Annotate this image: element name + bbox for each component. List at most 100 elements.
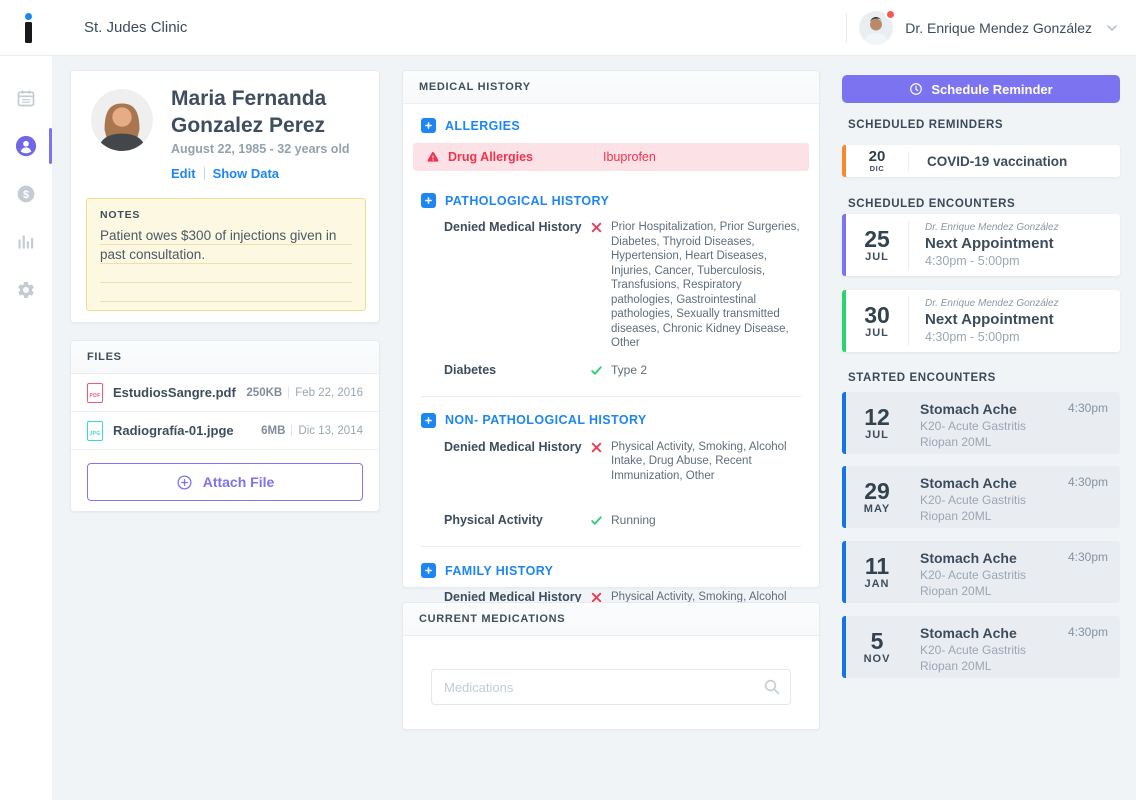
- drug-allergy-row[interactable]: Drug Allergies Ibuprofen: [413, 143, 809, 171]
- top-bar: St. Judes Clinic Dr. Enrique Mendez Gonz…: [0, 0, 1136, 56]
- started-diagnosis: K20- Acute Gastritis: [920, 643, 1027, 657]
- scheduled-reminders-title: SCHEDULED REMINDERS: [848, 119, 1004, 131]
- sidebar-nav: $: [0, 56, 52, 800]
- denied-history-row: Denied Medical History Physical Activity…: [444, 439, 787, 482]
- patient-birthdate: August 22, 1985 - 32 years old: [171, 142, 350, 156]
- started-diagnosis: K20- Acute Gastritis: [920, 568, 1027, 582]
- card-divider: [908, 151, 909, 171]
- encounter-time: 4:30pm - 5:00pm: [925, 330, 1020, 344]
- started-title-text: Stomach Ache: [920, 550, 1017, 566]
- reminder-card[interactable]: 20 DIC COVID-19 vaccination: [842, 145, 1120, 177]
- show-data-link[interactable]: Show Data: [212, 166, 280, 181]
- pdf-file-icon: PDF: [87, 382, 103, 403]
- reminder-label: COVID-19 vaccination: [927, 153, 1068, 169]
- notes-title: NOTES: [100, 209, 141, 221]
- patient-photo: [91, 89, 153, 151]
- notification-dot: [885, 9, 897, 20]
- started-encounters-title: STARTED ENCOUNTERS: [848, 372, 996, 384]
- x-mark-icon: [590, 591, 603, 609]
- expand-icon[interactable]: [421, 193, 436, 208]
- started-encounter-card[interactable]: 29 MAY Stomach Ache K20- Acute Gastritis…: [842, 466, 1120, 528]
- clinic-name: St. Judes Clinic: [84, 19, 188, 36]
- patient-name: Maria Fernanda Gonzalez Perez: [171, 87, 327, 137]
- edit-link[interactable]: Edit: [171, 166, 196, 181]
- diabetes-row: Diabetes Type 2: [444, 363, 801, 382]
- file-row[interactable]: PDF EstudiosSangre.pdf 250KB Feb 22, 201…: [71, 374, 379, 412]
- expand-icon[interactable]: [421, 118, 436, 133]
- started-title-text: Stomach Ache: [920, 475, 1017, 491]
- x-mark-icon: [590, 221, 603, 239]
- sidebar-item-patients[interactable]: [14, 128, 52, 164]
- encounter-content: Dr. Enrique Mendez González Next Appoint…: [909, 214, 1120, 276]
- encounter-content: Dr. Enrique Mendez González Next Appoint…: [909, 290, 1120, 352]
- started-encounter-card[interactable]: 12 JUL Stomach Ache K20- Acute Gastritis…: [842, 392, 1120, 454]
- allergies-section-header: ALLERGIES: [421, 118, 801, 133]
- file-date: Feb 22, 2016: [295, 386, 363, 399]
- started-content: Stomach Ache K20- Acute Gastritis Riopan…: [908, 616, 1120, 678]
- started-date: 5 NOV: [863, 628, 891, 665]
- patient-header: Maria Fernanda Gonzalez Perez August 22,…: [171, 85, 371, 181]
- patient-card: Maria Fernanda Gonzalez Perez August 22,…: [70, 70, 380, 323]
- encounter-card[interactable]: 25 JUL Dr. Enrique Mendez González Next …: [842, 214, 1120, 276]
- card-divider: [908, 220, 909, 270]
- started-diagnosis: K20- Acute Gastritis: [920, 419, 1027, 433]
- doctor-name: Dr. Enrique Mendez González: [905, 20, 1092, 36]
- started-content: Stomach Ache K20- Acute Gastritis Riopan…: [908, 541, 1120, 603]
- meta-separator: [291, 425, 293, 436]
- chevron-down-icon[interactable]: [1104, 20, 1120, 36]
- medications-input[interactable]: [431, 669, 791, 705]
- account-menu[interactable]: Dr. Enrique Mendez González: [846, 0, 1120, 56]
- started-date: 29 MAY: [863, 478, 891, 515]
- started-time: 4:30pm: [1067, 475, 1108, 489]
- file-name: EstudiosSangre.pdf: [113, 385, 236, 400]
- sidebar-item-billing[interactable]: $: [14, 182, 38, 206]
- schedule-reminder-button[interactable]: Schedule Reminder: [842, 75, 1120, 103]
- warning-icon: [427, 151, 439, 162]
- card-divider: [908, 296, 909, 346]
- sidebar-item-calendar[interactable]: [14, 86, 38, 110]
- files-header: FILES: [71, 341, 379, 374]
- started-title-text: Stomach Ache: [920, 401, 1017, 417]
- file-meta: 6MB Dic 13, 2014: [261, 425, 363, 437]
- medications-search: [431, 669, 791, 705]
- expand-icon[interactable]: [421, 412, 436, 428]
- sidebar-item-settings[interactable]: [14, 278, 38, 302]
- notes-box[interactable]: NOTES Patient owes $300 of injections gi…: [86, 198, 366, 311]
- meta-separator: [288, 387, 290, 398]
- logo-dot: [24, 12, 32, 20]
- doctor-avatar[interactable]: [859, 9, 897, 45]
- search-icon[interactable]: [763, 678, 781, 696]
- file-row[interactable]: JPG Radiografía-01.jpge 6MB Dic 13, 2014: [71, 412, 379, 450]
- x-mark-icon: [590, 441, 603, 459]
- started-diagnosis: K20- Acute Gastritis: [920, 493, 1027, 507]
- file-name: Radiografía-01.jpge: [113, 423, 234, 438]
- doctor-avatar-image: [859, 11, 894, 45]
- jpg-file-icon: JPG: [87, 420, 103, 441]
- started-medication: Riopan 20ML: [920, 659, 992, 673]
- encounter-card[interactable]: 30 JUL Dr. Enrique Mendez González Next …: [842, 290, 1120, 352]
- topbar-divider: [846, 13, 848, 43]
- current-medications-header: CURRENT MEDICATIONS: [403, 603, 819, 636]
- sidebar-item-reports[interactable]: [14, 230, 38, 254]
- current-medications-panel: CURRENT MEDICATIONS: [402, 602, 820, 730]
- file-size: 6MB: [261, 424, 286, 437]
- attach-file-button[interactable]: Attach File: [87, 463, 363, 501]
- started-content: Stomach Ache K20- Acute Gastritis Riopan…: [908, 392, 1120, 454]
- app-logo-icon[interactable]: [0, 0, 56, 56]
- started-encounter-card[interactable]: 5 NOV Stomach Ache K20- Acute Gastritis …: [842, 616, 1120, 678]
- started-title-text: Stomach Ache: [920, 625, 1017, 641]
- started-medication: Riopan 20ML: [920, 509, 992, 523]
- started-encounter-card[interactable]: 11 JAN Stomach Ache K20- Acute Gastritis…: [842, 541, 1120, 603]
- logo-stem: [24, 21, 32, 43]
- file-meta: 250KB Feb 22, 2016: [246, 387, 363, 399]
- started-date: 12 JUL: [864, 404, 890, 441]
- file-size: 250KB: [246, 386, 283, 399]
- expand-icon[interactable]: [421, 563, 436, 578]
- section-title: FAMILY HISTORY: [445, 563, 554, 578]
- reminder-date: 20 DIC: [868, 148, 886, 173]
- section-divider: [421, 546, 801, 547]
- check-icon: [590, 364, 603, 382]
- encounter-title: Next Appointment: [925, 311, 1054, 328]
- section-title: ALLERGIES: [445, 118, 521, 133]
